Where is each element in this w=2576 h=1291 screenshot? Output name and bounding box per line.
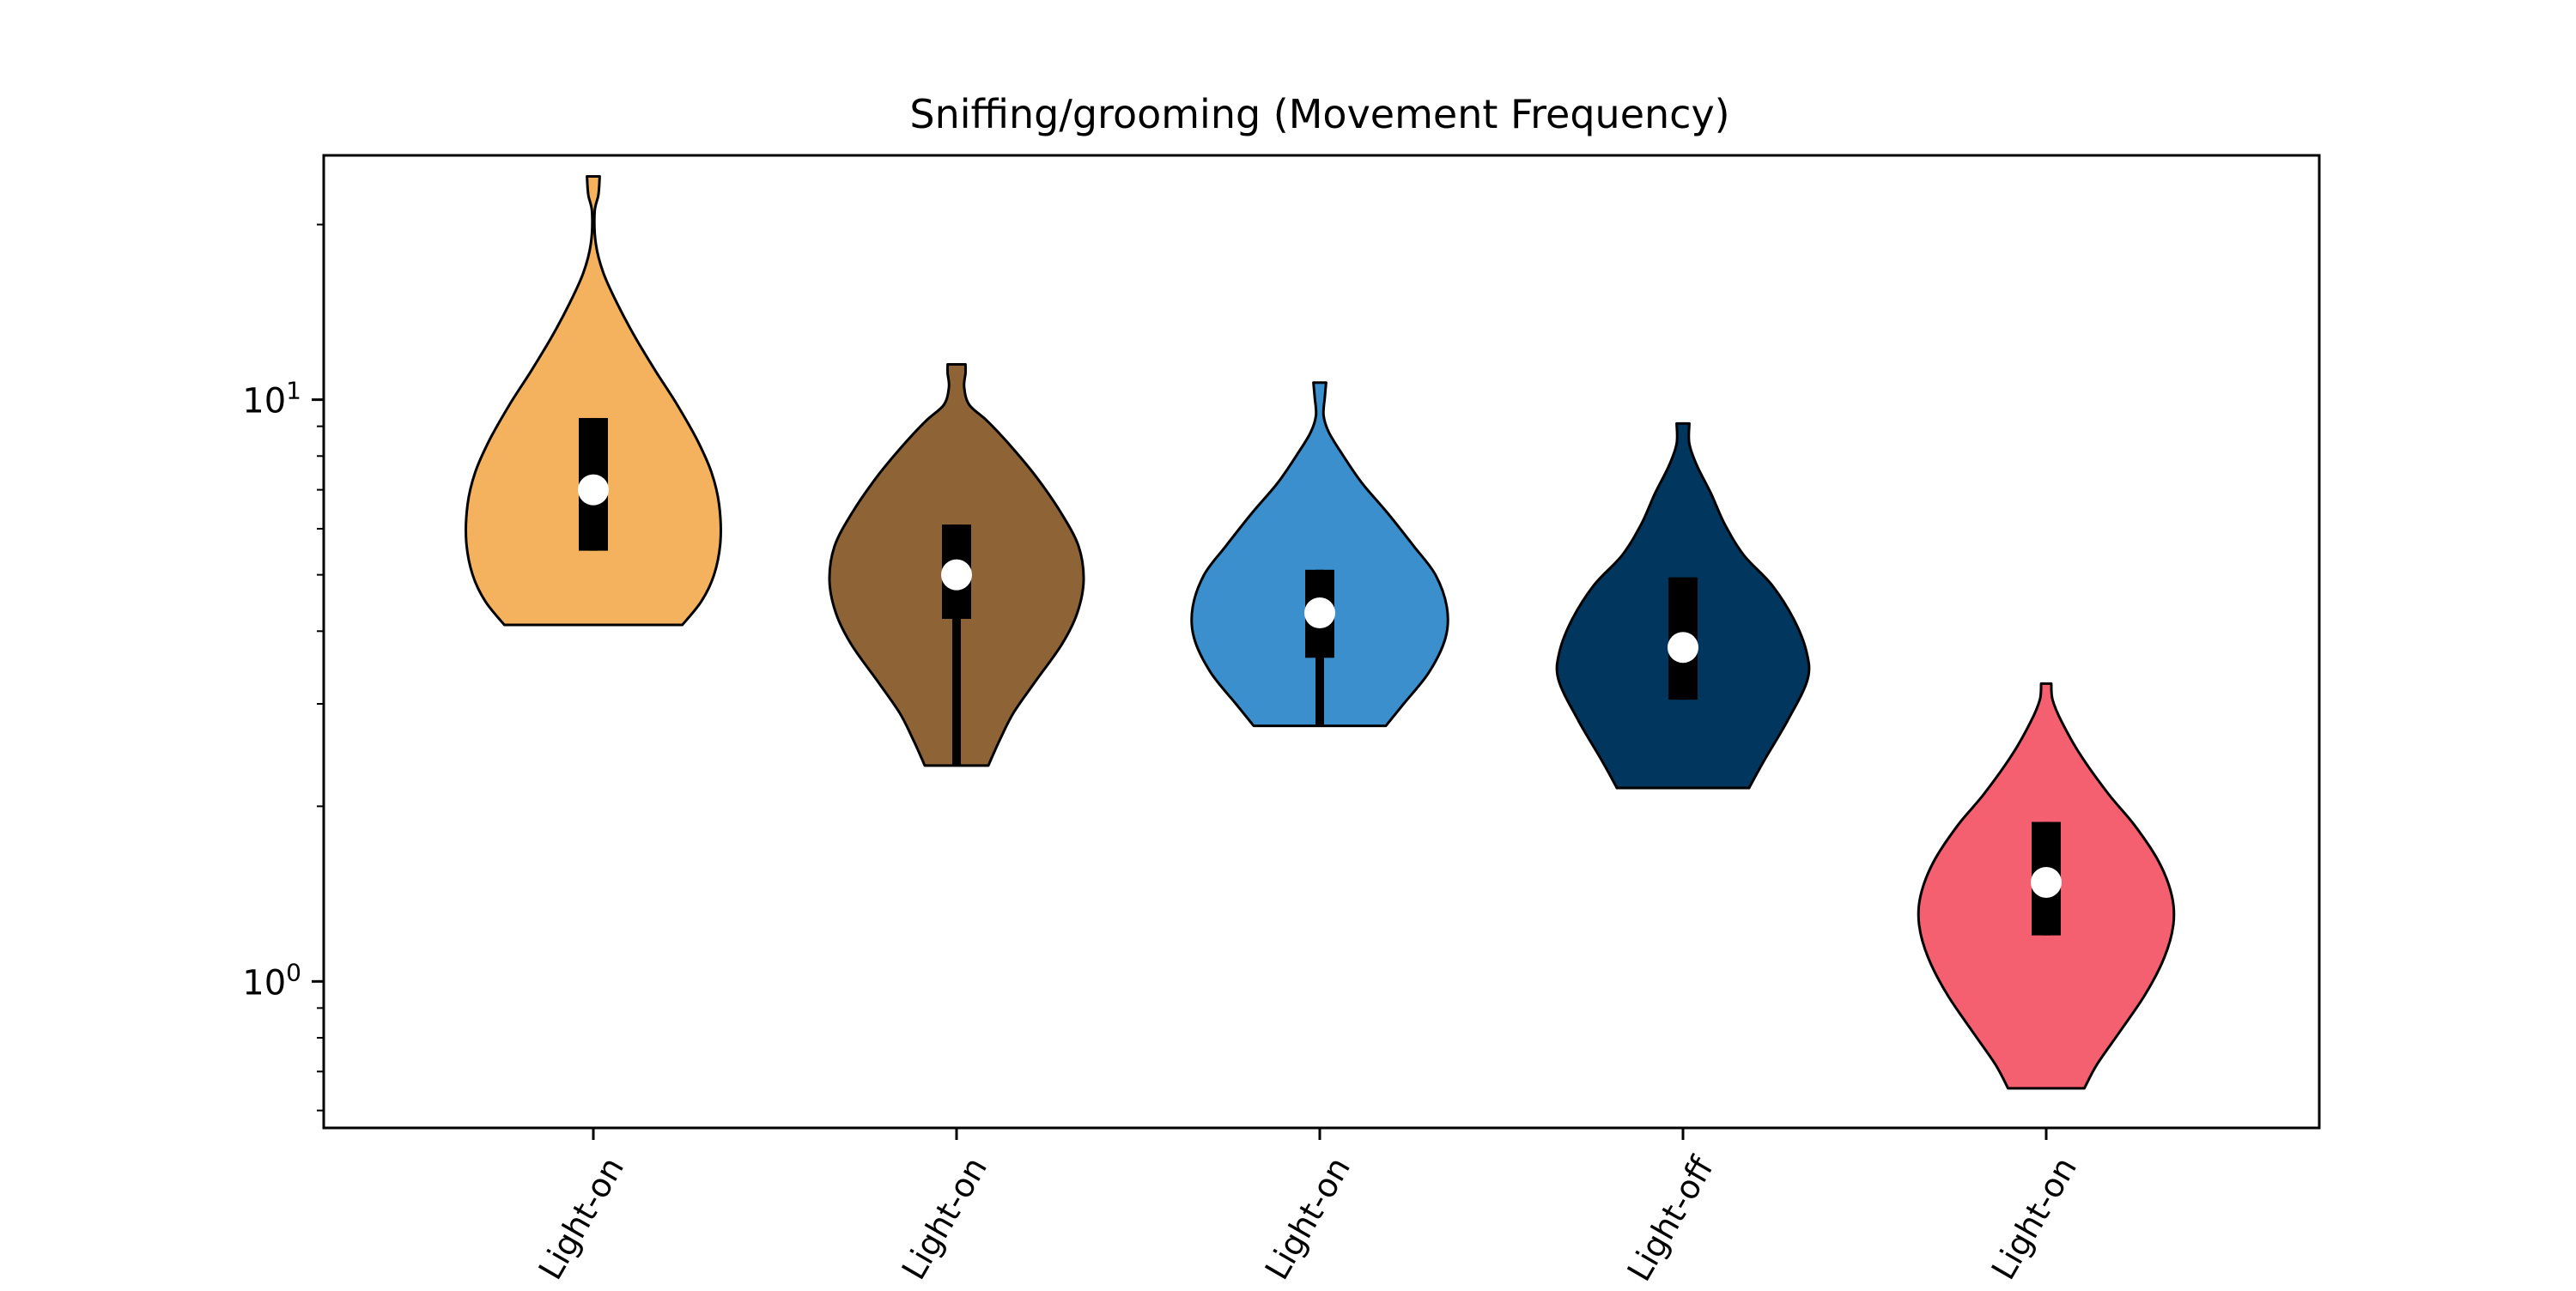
median-marker xyxy=(578,474,609,506)
median-marker xyxy=(1304,597,1335,629)
violin-body xyxy=(1190,381,1449,728)
plot-frame xyxy=(322,154,2321,1130)
median-marker xyxy=(1668,632,1698,664)
whisker-line xyxy=(952,524,961,766)
median-marker xyxy=(941,559,972,591)
y-tick-label: 100 xyxy=(242,958,301,1003)
y-tick-label: 101 xyxy=(242,377,301,421)
y-tick-label-exponent: 0 xyxy=(286,958,301,986)
quartile-boxes-layer xyxy=(578,417,2062,936)
y-tick-label-base: 10 xyxy=(242,382,286,421)
y-tick-label-base: 10 xyxy=(242,963,286,1003)
chart-title: Sniffing/grooming (Movement Frequency) xyxy=(909,91,1729,137)
violin-body xyxy=(465,175,722,627)
y-tick-label-exponent: 1 xyxy=(286,377,301,405)
median-marker xyxy=(2031,866,2062,898)
